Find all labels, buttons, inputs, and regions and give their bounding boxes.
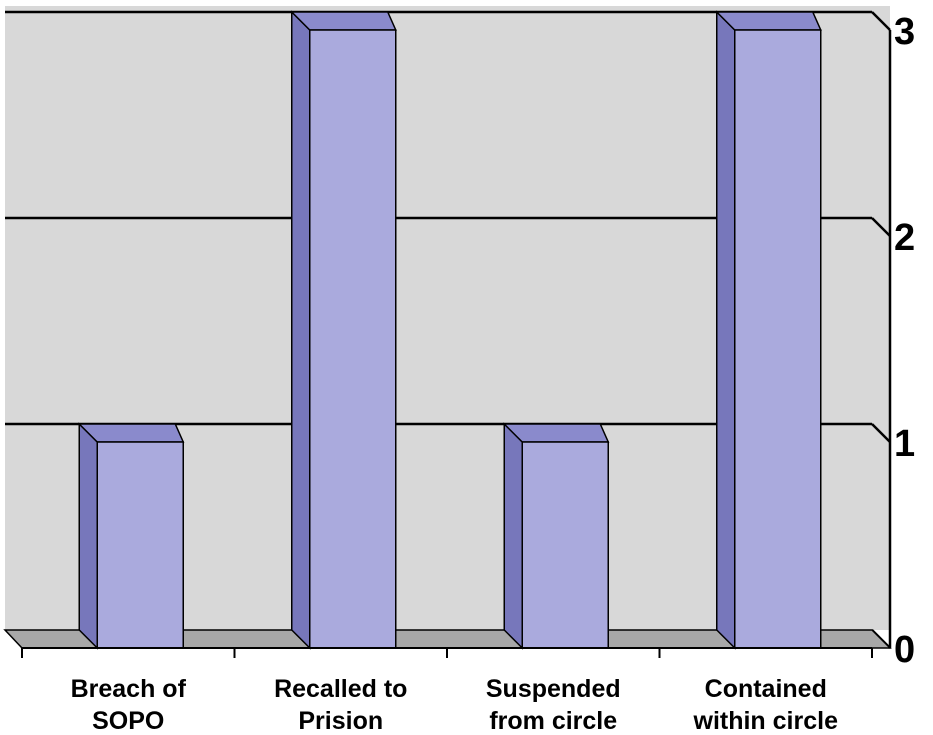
y-axis-tick-mark xyxy=(871,217,891,237)
y-axis-tick-mark xyxy=(871,423,891,443)
y-axis-tick-label: 3 xyxy=(894,11,915,53)
x-axis-tick-label: Recalled to xyxy=(274,675,407,703)
axes xyxy=(21,30,892,658)
bar xyxy=(309,29,397,649)
bar-side xyxy=(78,422,98,650)
x-axis-ticks: Breach of SOPO Recalled to Prision Suspended… xyxy=(71,675,838,735)
x-axis-tick-label: Breach of xyxy=(71,675,187,703)
x-axis-tick-label: Suspended xyxy=(486,675,621,703)
bar-top xyxy=(77,423,185,443)
bars xyxy=(77,10,822,650)
x-axis-tick-label: from circle xyxy=(489,707,617,735)
bar-top xyxy=(502,423,610,443)
x-axis-tick-label: within circle xyxy=(693,707,839,735)
bar xyxy=(521,441,609,649)
y-axis-tick-label: 2 xyxy=(894,217,915,259)
y-axis-tick-label: 1 xyxy=(894,423,915,465)
bar-top xyxy=(289,11,397,31)
x-axis-tick-label: Contained xyxy=(705,675,827,703)
bar-side xyxy=(716,10,736,650)
x-axis-tick-label: SOPO xyxy=(92,707,164,735)
bar xyxy=(734,29,822,649)
y-axis-tick-label: 0 xyxy=(894,629,915,671)
bar-top xyxy=(714,11,822,31)
x-axis-tick-label: Prision xyxy=(298,707,383,735)
y-axis-tick-mark xyxy=(871,11,891,31)
bar-side xyxy=(503,422,523,650)
y-axis-ticks: 0 1 2 3 xyxy=(894,11,915,671)
bar-side xyxy=(291,10,311,650)
bar xyxy=(96,441,184,649)
